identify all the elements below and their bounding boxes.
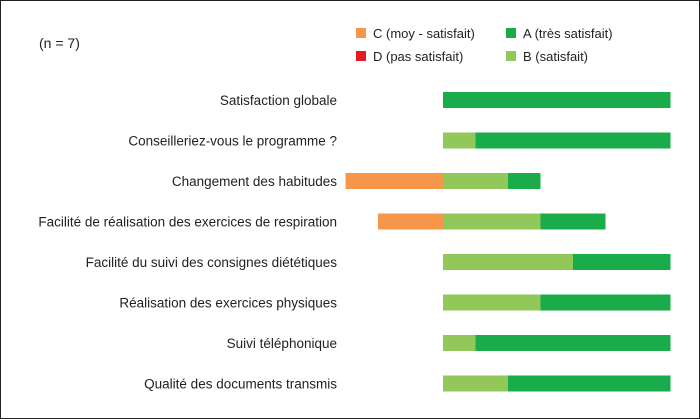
bar-segment-b (443, 335, 476, 351)
category-label: Facilité de réalisation des exercices de… (38, 215, 337, 230)
bar-segment-a (540, 213, 606, 230)
bar-segment-a (540, 294, 671, 311)
bar-segment-a (508, 375, 671, 392)
bar-segment-c (345, 173, 443, 189)
bar-segment-b (443, 132, 476, 149)
legend-label-b: B (satisfait) (523, 49, 588, 64)
legend-swatch-b (506, 51, 516, 61)
bar-segment-a (475, 132, 671, 149)
legend-label-c: C (moy - satisfait) (373, 26, 475, 41)
legend-swatch-d (356, 51, 366, 61)
bar-segment-a (573, 254, 671, 270)
legend-label-d: D (pas satisfait) (373, 49, 463, 64)
bar-segment-b (443, 213, 541, 230)
legend-label-a: A (très satisfait) (523, 26, 613, 41)
category-label: Qualité des documents transmis (144, 377, 337, 392)
legend-swatch-a (506, 28, 516, 38)
category-label: Facilité du suivi des consignes diététiq… (86, 255, 338, 270)
category-label: Suivi téléphonique (227, 336, 337, 351)
bar-segment-a (443, 92, 671, 108)
bar-segment-a (475, 335, 671, 351)
bar-segment-b (443, 375, 508, 392)
bar-segment-b (443, 294, 541, 311)
legend-swatch-c (356, 28, 366, 38)
sample-size-note: (n = 7) (39, 35, 80, 51)
bar-segment-c (378, 213, 443, 230)
bar-segment-b (443, 173, 508, 189)
category-label: Conseilleriez-vous le programme ? (128, 134, 337, 149)
category-labels: Satisfaction globale Conseilleriez-vous l… (38, 93, 337, 392)
bar-segment-a (508, 173, 541, 189)
category-label: Réalisation des exercices physiques (119, 296, 337, 311)
legend: C (moy - satisfait) A (très satisfait) D (… (356, 26, 613, 64)
category-label: Changement des habitudes (172, 174, 337, 189)
category-label: Satisfaction globale (220, 93, 337, 108)
bars (345, 92, 671, 392)
bar-segment-b (443, 254, 573, 270)
